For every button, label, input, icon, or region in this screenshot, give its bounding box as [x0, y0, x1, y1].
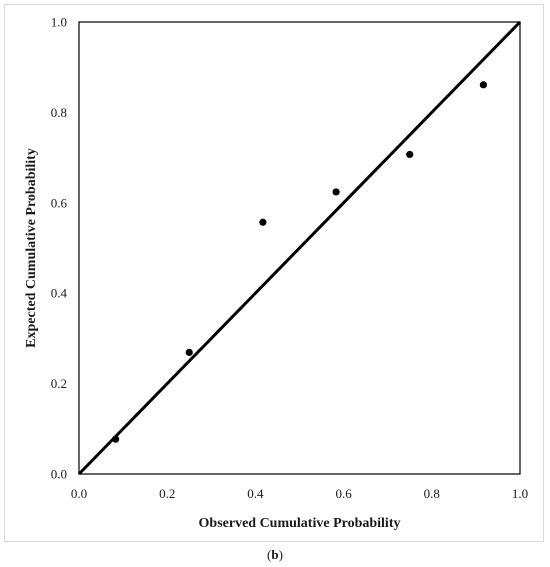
x-axis: 0.0 0.2 0.4 0.6 0.8 1.0: [71, 486, 528, 501]
x-tick-label: 1.0: [512, 486, 528, 501]
caption-label: b: [271, 547, 279, 562]
y-tick-label: 0.8: [51, 105, 67, 120]
y-tick-label: 1.0: [51, 15, 67, 30]
reference-line: [77, 20, 522, 476]
y-tick-label: 0.6: [51, 195, 68, 210]
x-tick-label: 0.6: [335, 486, 352, 501]
data-point: [479, 81, 487, 89]
data-point: [406, 150, 414, 159]
caption-open: (: [267, 547, 272, 562]
data-point: [185, 348, 193, 357]
x-tick-label: 0.2: [159, 486, 175, 501]
y-tick-label: 0.2: [51, 376, 67, 391]
y-tick-label: 0.0: [51, 467, 67, 482]
plot-area: [78, 21, 521, 475]
data-point: [332, 188, 340, 196]
x-axis-title: Observed Cumulative Probability: [199, 516, 401, 531]
data-points: [112, 81, 487, 443]
caption-close: ): [278, 547, 283, 562]
scatter-chart: 0.0 0.2 0.4 0.6 0.8 1.0 0.0 0.2 0.4 0.6 0.8 1.0 Ob…: [24, 15, 528, 532]
x-tick-label: 0.0: [71, 486, 87, 501]
data-point: [112, 435, 120, 443]
data-point: [259, 218, 267, 226]
y-tick-label: 0.4: [51, 286, 68, 301]
y-axis-title: Expected Cumulative Probability: [24, 148, 39, 348]
figure-caption: (b): [0, 547, 550, 563]
y-axis: 0.0 0.2 0.4 0.6 0.8 1.0: [51, 15, 68, 482]
x-tick-label: 0.8: [424, 486, 440, 501]
x-tick-label: 0.4: [247, 486, 264, 501]
